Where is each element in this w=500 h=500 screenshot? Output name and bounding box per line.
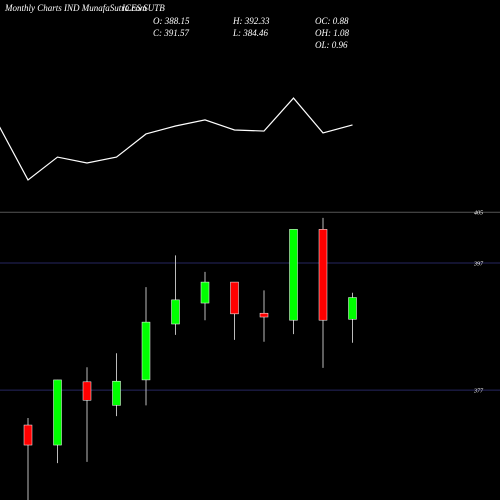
stat: H: 392.33 xyxy=(232,16,270,26)
y-tick-label: 397 xyxy=(473,261,484,267)
stat: OL: 0.96 xyxy=(315,40,348,50)
stat: C: 391.57 xyxy=(153,28,190,38)
stat: O: 388.15 xyxy=(153,16,190,26)
chart-title: Monthly Charts IND MunafaSutra.com xyxy=(4,3,147,13)
candle-body xyxy=(82,381,92,401)
candle-body xyxy=(200,281,210,304)
candle-body xyxy=(289,229,298,321)
candle-body xyxy=(348,297,357,320)
stat: OC: 0.88 xyxy=(315,16,349,26)
candle-body xyxy=(53,379,62,446)
candle-body xyxy=(171,299,180,325)
stat: L: 384.46 xyxy=(232,28,269,38)
candle-body xyxy=(318,229,328,321)
candle-body xyxy=(141,321,151,381)
y-tick-label: 377 xyxy=(473,388,484,394)
candle-body xyxy=(112,380,121,406)
indicator-line xyxy=(0,97,353,181)
stat: OH: 1.08 xyxy=(315,28,349,38)
symbol: ICES SUTB xyxy=(121,3,165,13)
y-tick-label: 405 xyxy=(474,210,483,217)
candle-body xyxy=(23,424,33,446)
candle-body xyxy=(230,281,239,315)
candle-body xyxy=(259,312,269,318)
